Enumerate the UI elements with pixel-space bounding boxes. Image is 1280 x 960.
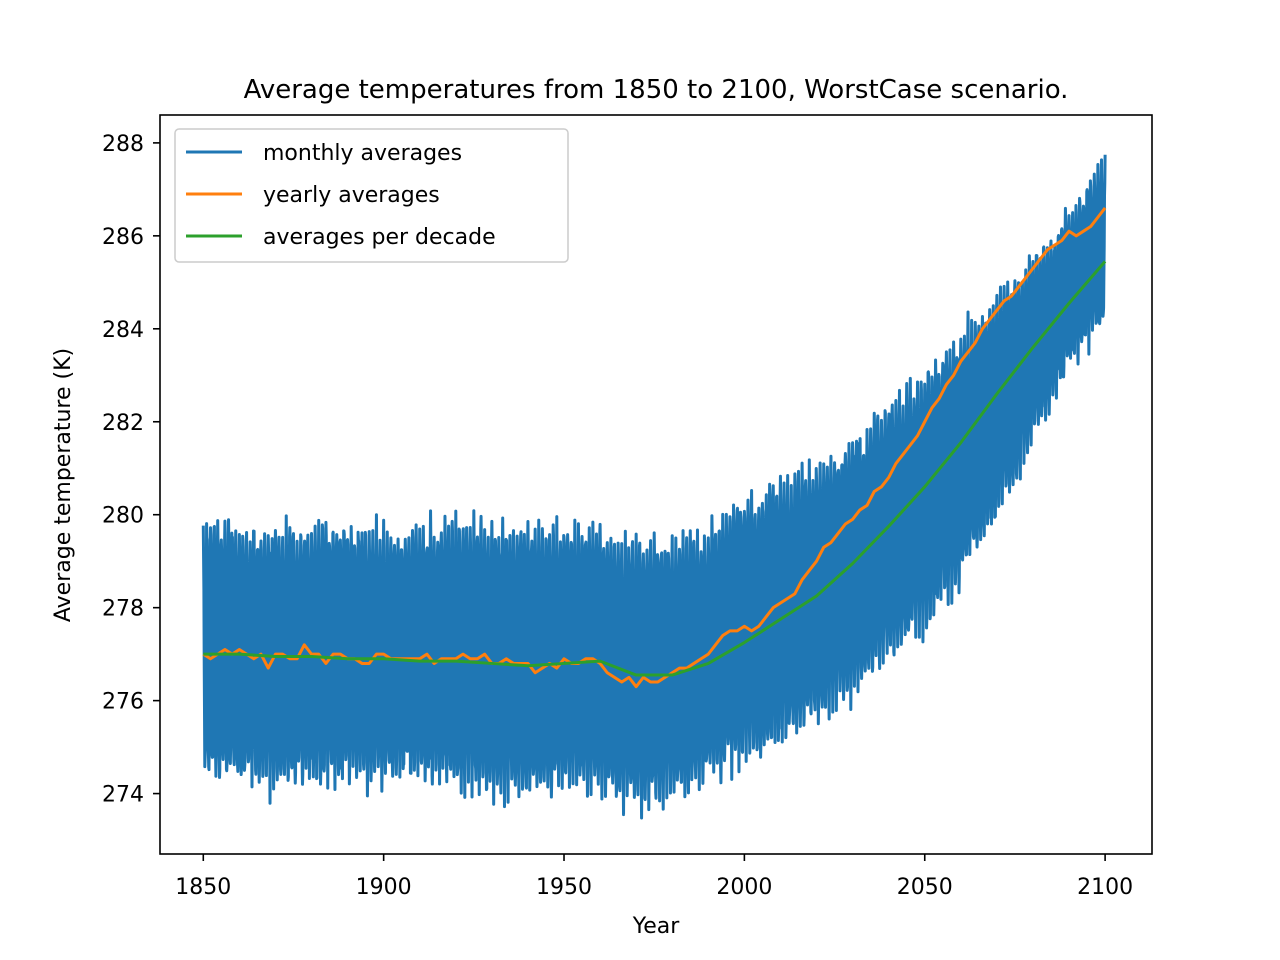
y-axis-label: Average temperature (K) [51,348,76,622]
series-monthly-averages-line [201,154,1107,820]
y-tick-label: 276 [102,690,144,715]
x-axis-label: Year [632,914,681,939]
y-tick-label: 284 [102,318,144,343]
y-tick-label: 286 [102,225,144,250]
y-axis-ticks: 274 276 278 280 282 284 286 288 [102,132,160,808]
x-axis-ticks: 1850 1900 1950 2000 2050 2100 [175,854,1133,900]
chart-title: Average temperatures from 1850 to 2100, … [244,75,1069,105]
axes-frame [159,114,1153,855]
x-tick-label: 2100 [1077,875,1133,900]
y-tick-label: 278 [102,597,144,622]
y-tick-label: 282 [102,411,144,436]
legend-label-monthly: monthly averages [263,141,462,166]
x-tick-label: 2050 [897,875,953,900]
legend-label-decade: averages per decade [263,225,496,250]
x-tick-label: 2000 [716,875,772,900]
x-tick-label: 1900 [356,875,412,900]
y-tick-label: 288 [102,132,144,157]
y-tick-label: 274 [102,783,144,808]
legend-box [174,128,569,263]
plot-area [201,154,1107,820]
series-decade-averages-line [203,260,1107,677]
legend-label-yearly: yearly averages [263,183,440,208]
x-tick-label: 1850 [175,875,231,900]
legend: monthly averages yearly averages average… [174,128,569,263]
y-tick-label: 280 [102,504,144,529]
x-tick-label: 1950 [536,875,592,900]
